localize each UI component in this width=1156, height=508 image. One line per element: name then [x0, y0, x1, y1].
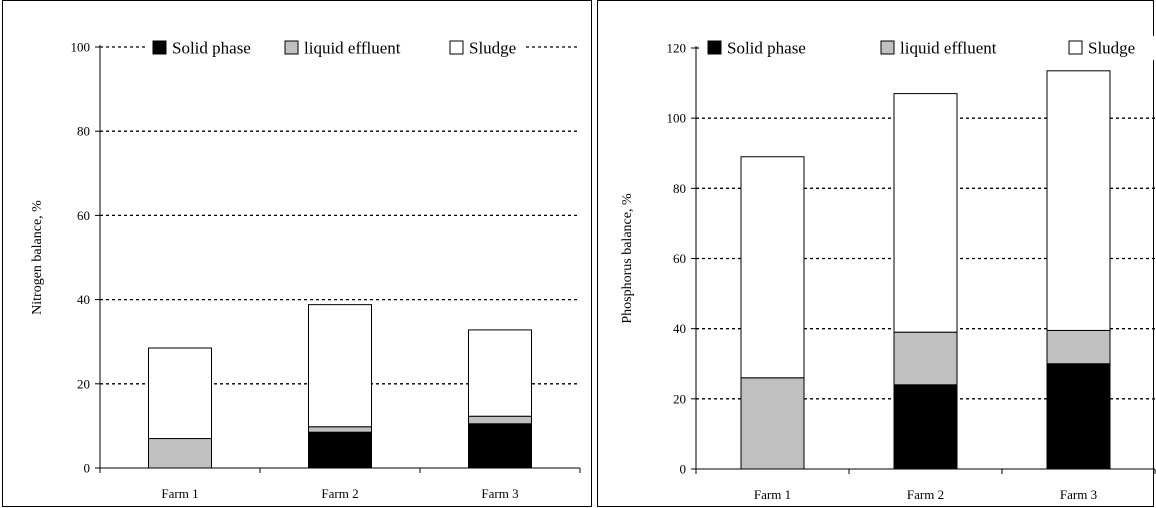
nitrogen-y-tick-label: 0 — [84, 461, 91, 476]
phosphorus-bar-liquid-effluent-farm-3 — [1047, 330, 1110, 363]
phosphorus-bar-liquid-effluent-farm-1 — [741, 378, 804, 469]
nitrogen-y-tick-label: 60 — [77, 208, 90, 223]
phosphorus-y-tick-label: 40 — [673, 321, 686, 336]
phosphorus-legend-swatch-sludge — [1069, 41, 1082, 54]
phosphorus-y-axis-title: Phosphorus balance, % — [620, 193, 635, 324]
phosphorus-legend-label-solid-phase: Solid phase — [727, 39, 806, 58]
nitrogen-y-tick-label: 40 — [77, 292, 90, 307]
nitrogen-bar-solid-phase-farm-3 — [469, 424, 532, 468]
nitrogen-bar-sludge-farm-3 — [469, 330, 532, 416]
phosphorus-legend-label-liquid-effluent: liquid effluent — [900, 39, 997, 58]
phosphorus-chart: 0 20 40 60 80 100 120 Farm 1 Farm 2 Farm 3 Phospho… — [598, 1, 1155, 508]
nitrogen-bar-sludge-farm-1 — [149, 348, 212, 439]
phosphorus-x-tick-label: Farm 3 — [1060, 487, 1097, 502]
phosphorus-y-tick-label: 120 — [667, 41, 687, 56]
nitrogen-x-tick-label: Farm 2 — [321, 486, 358, 501]
nitrogen-legend-swatch-sludge — [450, 41, 463, 54]
nitrogen-legend-swatch-liquid-effluent — [285, 41, 298, 54]
nitrogen-bar-solid-phase-farm-2 — [309, 432, 372, 468]
nitrogen-x-tick-label: Farm 1 — [161, 486, 198, 501]
phosphorus-y-tick-label: 0 — [680, 462, 687, 477]
phosphorus-bar-liquid-effluent-farm-2 — [894, 332, 957, 385]
nitrogen-y-axis-title: Nitrogen balance, % — [30, 200, 45, 315]
phosphorus-y-tick-label: 100 — [667, 111, 687, 126]
nitrogen-legend-swatch-solid-phase — [153, 41, 166, 54]
nitrogen-bar-sludge-farm-2 — [309, 305, 372, 427]
phosphorus-chart-panel: 0 20 40 60 80 100 120 Farm 1 Farm 2 Farm 3 Phospho… — [597, 0, 1154, 507]
phosphorus-legend-swatch-solid-phase — [708, 41, 721, 54]
nitrogen-y-tick-label: 20 — [77, 376, 90, 391]
nitrogen-x-tick-label: Farm 3 — [481, 486, 518, 501]
nitrogen-legend-label-solid-phase: Solid phase — [172, 39, 251, 58]
phosphorus-x-tick-label: Farm 1 — [754, 487, 791, 502]
phosphorus-bar-sludge-farm-1 — [741, 157, 804, 378]
nitrogen-bar-liquid-effluent-farm-2 — [309, 427, 372, 432]
nitrogen-chart-panel: 0 20 40 60 80 100 Farm 1 Farm 2 Farm 3 Nitrogen b… — [2, 0, 592, 507]
nitrogen-chart: 0 20 40 60 80 100 Farm 1 Farm 2 Farm 3 Nitrogen b… — [3, 1, 593, 508]
nitrogen-bar-liquid-effluent-farm-3 — [469, 416, 532, 424]
phosphorus-bar-sludge-farm-2 — [894, 94, 957, 333]
phosphorus-y-tick-label: 80 — [673, 181, 686, 196]
nitrogen-y-tick-label: 80 — [77, 124, 90, 139]
phosphorus-legend-swatch-liquid-effluent — [881, 41, 894, 54]
phosphorus-legend-label-sludge: Sludge — [1088, 39, 1135, 58]
nitrogen-y-tick-label: 100 — [71, 40, 91, 55]
phosphorus-bar-sludge-farm-3 — [1047, 71, 1110, 331]
phosphorus-y-tick-label: 60 — [673, 251, 686, 266]
phosphorus-bar-solid-phase-farm-3 — [1047, 364, 1110, 469]
phosphorus-x-tick-label: Farm 2 — [907, 487, 944, 502]
phosphorus-bar-solid-phase-farm-2 — [894, 385, 957, 469]
nitrogen-legend-label-sludge: Sludge — [469, 39, 516, 58]
phosphorus-y-tick-label: 20 — [673, 391, 686, 406]
nitrogen-bar-liquid-effluent-farm-1 — [149, 439, 212, 468]
nitrogen-legend-label-liquid-effluent: liquid effluent — [304, 39, 401, 58]
